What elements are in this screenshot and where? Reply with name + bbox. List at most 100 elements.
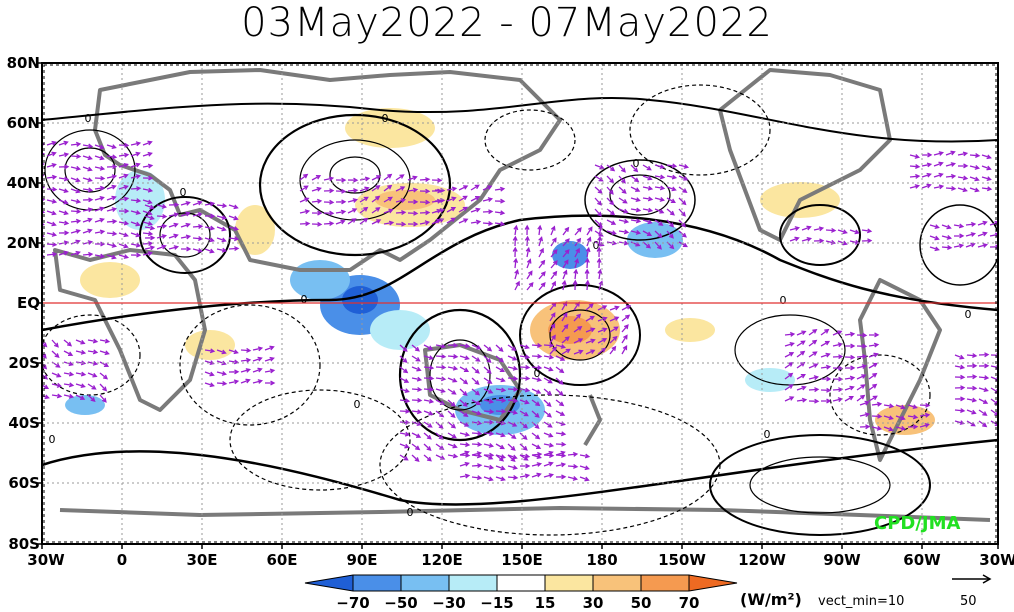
wind-vector-arrow <box>130 210 142 215</box>
wind-vector-arrow <box>94 175 106 181</box>
wind-vector-arrow <box>495 387 507 393</box>
wind-vector-arrow <box>606 208 616 216</box>
wind-vector-arrow <box>399 355 408 364</box>
wind-vector-arrow <box>459 473 471 479</box>
contour-label: 0 <box>593 239 600 252</box>
wind-vector-arrow <box>808 363 819 369</box>
wind-vector-arrow <box>820 387 832 393</box>
wind-vector-arrow <box>482 221 494 226</box>
wind-vector-arrow <box>543 473 555 478</box>
wind-vector-arrow <box>228 369 240 375</box>
wind-vector-arrow <box>784 331 796 337</box>
wind-vector-arrow <box>507 386 519 392</box>
wind-vector-arrow <box>495 432 506 438</box>
wind-vector-arrow <box>483 476 494 482</box>
wind-vector-arrow <box>856 364 868 369</box>
wind-vector-arrow <box>142 163 154 169</box>
lat-label: 40S <box>8 414 40 432</box>
wind-vector-arrow <box>562 249 570 258</box>
wind-vector-arrow <box>411 386 423 392</box>
wind-vector-arrow <box>507 432 517 439</box>
wind-vector-arrow <box>435 388 446 394</box>
wind-vector-arrow <box>458 206 468 213</box>
wind-vector-arrow <box>642 230 653 236</box>
wind-vector-arrow <box>446 186 458 192</box>
wind-vector-arrow <box>495 366 505 373</box>
wind-vector-arrow <box>618 208 629 214</box>
wind-vector-arrow <box>470 196 481 202</box>
wind-vector-arrow <box>966 397 978 403</box>
wind-vector-arrow <box>483 398 494 404</box>
credit-label: CPD/JMA <box>874 513 961 534</box>
wind-vector-arrow <box>118 254 130 259</box>
wind-vector-arrow <box>299 173 309 181</box>
wind-vector-arrow <box>871 425 883 431</box>
wind-vector-arrow <box>573 349 584 355</box>
wind-vector-arrow <box>87 349 99 355</box>
wind-vector-arrow <box>642 241 652 249</box>
wind-vector-arrow <box>63 350 74 356</box>
wind-vector-arrow <box>471 420 483 426</box>
wind-vector-arrow <box>204 348 216 354</box>
wind-vector-arrow <box>156 213 168 219</box>
wind-vector-arrow <box>965 232 977 237</box>
wind-vector-arrow <box>82 166 93 172</box>
wind-vector-arrow <box>597 268 603 280</box>
wind-vector-arrow <box>907 414 919 420</box>
wind-vector-arrow <box>228 349 239 355</box>
wind-vector-arrow <box>411 409 423 415</box>
wind-vector-arrow <box>609 345 617 355</box>
wind-vector-arrow <box>204 382 215 388</box>
wind-vector-arrow <box>335 199 347 205</box>
wind-vector-arrow <box>142 251 154 256</box>
wind-vector-arrow <box>921 183 932 189</box>
wind-vector-arrow <box>678 186 688 193</box>
wind-vector-arrow <box>895 415 906 421</box>
wind-vector-arrow <box>543 377 553 384</box>
wind-vector-arrow <box>555 462 567 468</box>
wind-vector-arrow <box>407 175 418 181</box>
lon-label: 150W <box>658 551 706 569</box>
wind-vector-arrow <box>525 246 531 258</box>
wind-vector-arrow <box>58 210 69 216</box>
wind-vector-arrow <box>978 409 988 416</box>
wind-vector-arrow <box>395 174 405 181</box>
wind-vector-arrow <box>550 249 558 258</box>
colorbar-cell <box>641 575 689 591</box>
wind-vector-arrow <box>42 363 48 370</box>
wind-vector-arrow <box>837 229 848 235</box>
wind-vector-arrow <box>471 366 480 374</box>
wind-vector-arrow <box>868 372 878 380</box>
wind-vector-arrow <box>868 342 880 348</box>
wind-vector-arrow <box>584 268 590 280</box>
wind-vector-arrow <box>87 394 96 403</box>
wind-vector-arrow <box>216 215 228 220</box>
wind-vector-arrow <box>555 450 566 456</box>
wind-vector-arrow <box>574 247 580 258</box>
wind-vector-arrow <box>311 198 323 204</box>
wind-vector-arrow <box>168 222 179 228</box>
wind-vector-arrow <box>494 198 506 204</box>
wind-vector-arrow <box>562 226 570 236</box>
wind-vector-arrow <box>549 334 556 344</box>
wind-vector-arrow <box>240 368 252 373</box>
wind-vector-arrow <box>561 279 567 291</box>
wind-vector-arrow <box>192 200 203 206</box>
wind-vector-arrow <box>784 372 794 380</box>
wind-vector-arrow <box>495 443 505 450</box>
wind-vector-arrow <box>483 431 495 437</box>
reference-vector-arrow <box>952 574 992 584</box>
contour-label: 0 <box>180 186 187 199</box>
wind-vector-arrow <box>395 198 406 203</box>
wind-vector-arrow <box>606 240 618 246</box>
wind-vector-arrow <box>252 379 264 384</box>
wind-vector-arrow <box>347 218 357 225</box>
colorbar-label: −70 <box>336 594 370 612</box>
wind-vector-arrow <box>941 235 953 240</box>
wind-vector-arrow <box>46 151 57 157</box>
wind-vector-arrow <box>118 220 130 226</box>
wind-vector-arrow <box>359 196 369 203</box>
wind-vector-arrow <box>144 204 155 210</box>
wind-vector-arrow <box>383 220 395 226</box>
wind-vector-arrow <box>513 224 519 236</box>
